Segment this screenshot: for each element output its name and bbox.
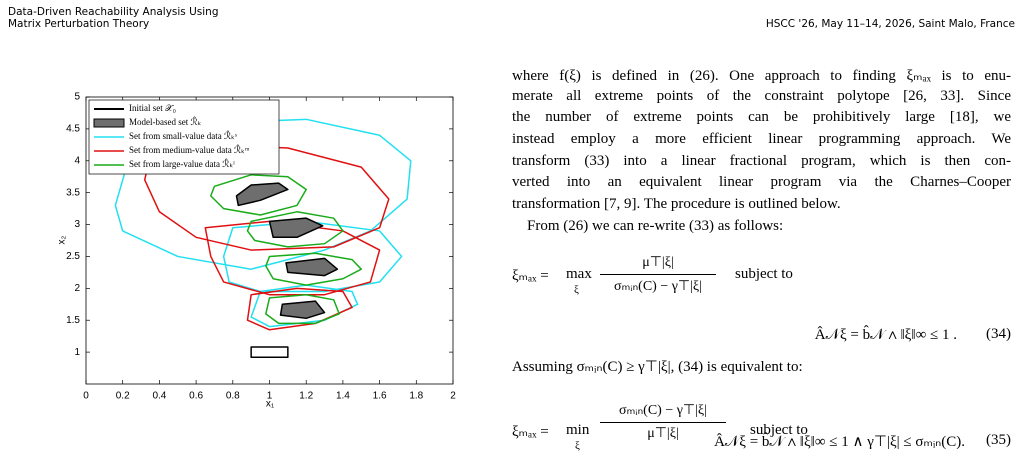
text-line: verted into an equivalent linear program… [512,174,1011,190]
y-tick-label: 3.5 [66,187,80,198]
eq-constraint: Â𝒩ξ = b̂𝒩 ∧ ‖ξ‖∞ ≤ 1 . [814,327,957,343]
legend-label: Initial set 𝒳₀ [129,103,176,113]
set-boundary [268,217,324,239]
x-tick-label: 0 [83,391,89,402]
y-tick-label: 1 [74,347,80,358]
title-line: Matrix Perturbation Theory [8,18,150,30]
text-line: transformation [7, 9]. The procedure is … [512,196,841,212]
y-axis-label: x₂ [57,235,68,244]
y-tick-label: 2 [74,283,80,294]
title-line: Data-Driven Reachability Analysis Using [8,6,219,18]
set-boundary [222,220,403,293]
set-boundary [265,293,340,325]
eq-operator-sub: ξ [575,440,580,452]
venue: HSCC '26, May 11–14, 2026, Saint Malo, F… [765,18,1015,30]
x-tick-label: 1.2 [299,391,313,402]
y-tick-label: 4.5 [66,124,80,135]
set-boundary [210,174,307,216]
text-line: transform (33) into a linear fractional … [512,153,1011,169]
set-boundary [285,257,339,277]
y-tick-label: 3 [74,219,80,230]
eq-constraint: Â𝒩ξ = b̂𝒩 ∧ ‖ξ‖∞ ≤ 1 ∧ γ⊤|ξ| ≤ σₘᵢₙ(C). [714,434,965,450]
legend-label: Set from medium-value data ℛ̂ₖᵐ [129,144,250,155]
set-boundary [250,346,289,358]
y-tick-label: 4 [74,155,80,166]
eq-operator: max [566,266,592,282]
eq-numerator: μ⊤|ξ| [642,255,674,270]
x-tick-label: 1 [267,391,273,402]
x-tick-label: 0.2 [116,391,130,402]
eq-operator: min [566,422,590,438]
x-tick-label: 1.8 [409,391,423,402]
set-boundary [265,252,362,286]
x-tick-label: 0.4 [152,391,166,402]
eq-lhs: ξₘₐₓ = [512,268,549,284]
text-line: From (26) we can re-write (33) as follow… [527,218,784,234]
figure: x₁ x₂ 0 0.2 0.4 0.6 0.8 1 1.2 1.4 1.6 1.8 2 1 1.5 2 2.… [57,92,457,410]
eq-condition: subject to [735,266,793,282]
x-tick-label: 2 [450,391,456,402]
eq-lhs: ξₘₐₓ = [512,424,549,440]
y-tick-label: 1.5 [66,315,80,326]
fraction-bar [600,274,716,275]
set-boundary [235,182,289,207]
legend-label: Model-based set ℛ̂ₖ [129,116,202,127]
text-line: where f(ξ) is defined in (26). One appro… [512,68,1011,84]
legend-label: Set from small-value data ℛ̂ₖˢ [129,130,237,141]
eq-numerator: σₘᵢₙ(C) − γ⊤|ξ| [619,403,707,418]
y-tick-label: 2.5 [66,251,80,262]
x-tick-label: 1.6 [373,391,387,402]
set-boundary [279,300,326,320]
eq-operator-sub: ξ [574,284,579,296]
eq-denominator: μ⊤|ξ| [647,426,679,441]
eq-number: (34) [986,326,1011,342]
running-title: Data-Driven Reachability Analysis Using … [8,6,219,30]
text-line: the number of extreme points can be proh… [512,109,1011,125]
set-boundary [246,211,344,248]
eq-number: (35) [986,432,1011,448]
fraction-bar [600,422,726,423]
x-tick-label: 0.8 [226,391,240,402]
x-axis-label: x₁ [266,399,275,410]
text-line: instead employ a more efficient linear p… [512,131,1011,147]
text-line: Assuming σₘᵢₙ(C) ≥ γ⊤|ξ|, (34) is equiva… [512,359,803,375]
y-tick-label: 5 [74,92,80,103]
text-line: merate all extreme points of the constra… [512,88,1011,104]
eq-condition: subject to [750,422,808,438]
x-tick-label: 1.4 [336,391,350,402]
legend-label: Set from large-value data ℛ̂ₖˡ [129,158,235,169]
x-tick-label: 0.6 [189,391,203,402]
eq-denominator: σₘᵢₙ(C) − γ⊤|ξ| [614,279,702,294]
legend-swatch [93,118,125,128]
